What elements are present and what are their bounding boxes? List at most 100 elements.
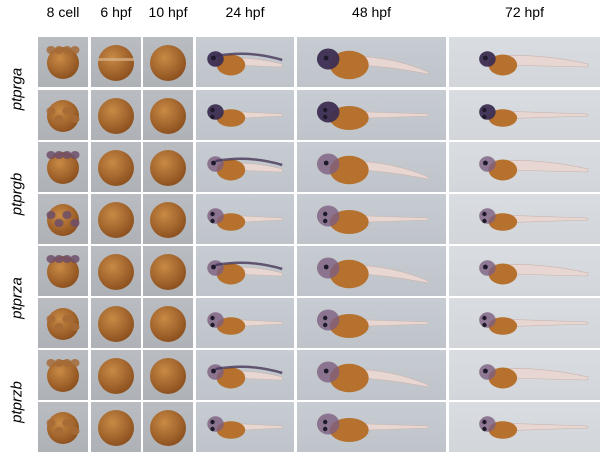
embryo-image-r1-c0 — [38, 90, 88, 140]
embryo-image-r7-c1 — [91, 402, 141, 452]
embryo-illustration — [479, 260, 589, 285]
embryo-image-r2-c0 — [38, 142, 88, 192]
embryo-illustration — [150, 306, 186, 342]
embryo-illustration — [150, 358, 186, 394]
column-header-2: 10 hpf — [148, 4, 188, 20]
embryo-illustration — [98, 150, 134, 186]
embryo-image-r4-c0 — [38, 246, 88, 296]
gene-label-2: ptprza — [4, 246, 30, 350]
gene-label-3: ptprzb — [4, 350, 30, 454]
embryo-illustration — [207, 104, 283, 127]
embryo-image-r0-c3 — [196, 37, 294, 87]
embryo-illustration — [46, 412, 80, 444]
embryo-image-r4-c3 — [196, 246, 294, 296]
embryo-image-r2-c3 — [196, 142, 294, 192]
embryo-image-r1-c3 — [196, 90, 294, 140]
embryo-illustration — [150, 98, 186, 134]
embryo-illustration — [98, 410, 134, 446]
embryo-illustration — [316, 413, 429, 442]
embryo-image-r0-c0 — [38, 37, 88, 87]
embryo-image-r7-c0 — [38, 402, 88, 452]
embryo-image-r1-c1 — [91, 90, 141, 140]
embryo-illustration — [207, 416, 283, 439]
embryo-illustration — [479, 416, 589, 439]
embryo-illustration — [316, 101, 429, 130]
embryo-image-r4-c5 — [449, 246, 600, 296]
gene-label-text: ptprza — [8, 277, 26, 319]
embryo-image-r6-c5 — [449, 350, 600, 400]
embryo-illustration — [98, 98, 134, 134]
embryo-illustration — [207, 51, 283, 76]
embryo-illustration — [207, 312, 283, 335]
embryo-illustration — [207, 208, 283, 231]
embryo-illustration — [46, 151, 80, 184]
embryo-illustration — [98, 202, 134, 238]
embryo-image-r1-c5 — [449, 90, 600, 140]
embryo-image-r4-c2 — [143, 246, 193, 296]
embryo-illustration — [98, 45, 134, 81]
embryo-image-r1-c4 — [297, 90, 446, 140]
embryo-illustration — [316, 48, 429, 80]
embryo-illustration — [150, 254, 186, 290]
embryo-image-r0-c2 — [143, 37, 193, 87]
embryo-image-r2-c2 — [143, 142, 193, 192]
embryo-image-r7-c3 — [196, 402, 294, 452]
embryo-illustration — [46, 46, 80, 79]
gene-label-text: ptprgb — [8, 172, 26, 216]
embryo-illustration — [316, 361, 429, 393]
embryo-image-r5-c5 — [449, 298, 600, 348]
column-header-0: 8 cell — [46, 4, 80, 20]
embryo-image-r2-c5 — [449, 142, 600, 192]
gene-label-1: ptprgb — [4, 142, 30, 246]
embryo-image-r3-c2 — [143, 194, 193, 244]
embryo-illustration — [46, 204, 80, 236]
embryo-image-r0-c1 — [91, 37, 141, 87]
embryo-illustration — [479, 208, 589, 231]
embryo-image-r3-c3 — [196, 194, 294, 244]
embryo-illustration — [479, 312, 589, 335]
column-header-3: 24 hpf — [225, 4, 265, 20]
embryo-illustration — [316, 257, 429, 289]
embryo-illustration — [46, 100, 80, 132]
embryo-illustration — [479, 364, 589, 389]
embryo-image-r4-c4 — [297, 246, 446, 296]
embryo-image-r0-c4 — [297, 37, 446, 87]
embryo-image-r2-c4 — [297, 142, 446, 192]
column-header-5: 72 hpf — [505, 4, 544, 20]
embryo-image-r6-c1 — [91, 350, 141, 400]
embryo-image-r3-c1 — [91, 194, 141, 244]
embryo-illustration — [479, 156, 589, 181]
embryo-illustration — [207, 156, 283, 181]
embryo-illustration — [150, 150, 186, 186]
embryo-image-r5-c0 — [38, 298, 88, 348]
column-header-4: 48 hpf — [352, 4, 391, 20]
embryo-image-r6-c0 — [38, 350, 88, 400]
embryo-image-r0-c5 — [449, 37, 600, 87]
embryo-illustration — [150, 410, 186, 446]
embryo-image-r5-c1 — [91, 298, 141, 348]
embryo-illustration — [316, 153, 429, 185]
embryo-image-r5-c3 — [196, 298, 294, 348]
embryo-image-r3-c4 — [297, 194, 446, 244]
embryo-image-r4-c1 — [91, 246, 141, 296]
embryo-image-r2-c1 — [91, 142, 141, 192]
embryo-illustration — [316, 309, 429, 338]
embryo-image-r5-c4 — [297, 298, 446, 348]
embryo-illustration — [207, 364, 283, 389]
embryo-image-r7-c4 — [297, 402, 446, 452]
embryo-image-r6-c3 — [196, 350, 294, 400]
embryo-image-r3-c5 — [449, 194, 600, 244]
embryo-illustration — [98, 254, 134, 290]
embryo-illustration — [207, 260, 283, 285]
gene-label-text: ptprzb — [8, 381, 26, 423]
embryo-illustration — [98, 358, 134, 394]
embryo-illustration — [46, 308, 80, 340]
embryo-illustration — [479, 51, 589, 76]
column-header-1: 6 hpf — [100, 4, 132, 20]
embryo-illustration — [479, 104, 589, 127]
embryo-image-r1-c2 — [143, 90, 193, 140]
embryo-illustration — [316, 205, 429, 234]
embryo-image-r5-c2 — [143, 298, 193, 348]
embryo-illustration — [150, 45, 186, 81]
embryo-illustration — [150, 202, 186, 238]
